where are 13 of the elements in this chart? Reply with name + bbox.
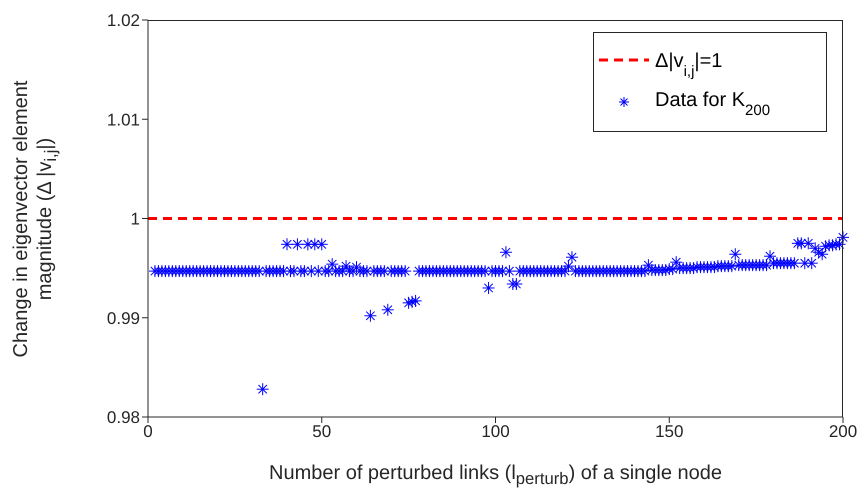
y-tick-label: 0.98: [106, 408, 140, 428]
x-tick-label: 0: [143, 422, 153, 442]
x-tick-label: 100: [481, 422, 510, 442]
x-axis-title: Number of perturbed links (l$_{perturb}$) of a single node: [268, 462, 723, 489]
y-tick-label: 1.02: [106, 11, 140, 30]
x-tick-label: 50: [312, 422, 332, 442]
x-tick-label: 150: [655, 422, 684, 442]
legend-label: Data for K$_{200}$: [655, 89, 770, 118]
y-tick-label: 1: [130, 210, 140, 229]
x-tick-label: 200: [828, 422, 858, 442]
legend-label: Δ|v$_{i,j}$|=1: [655, 50, 722, 80]
y-tick-label: 1.01: [106, 110, 140, 130]
y-tick-label: 0.99: [106, 308, 140, 328]
